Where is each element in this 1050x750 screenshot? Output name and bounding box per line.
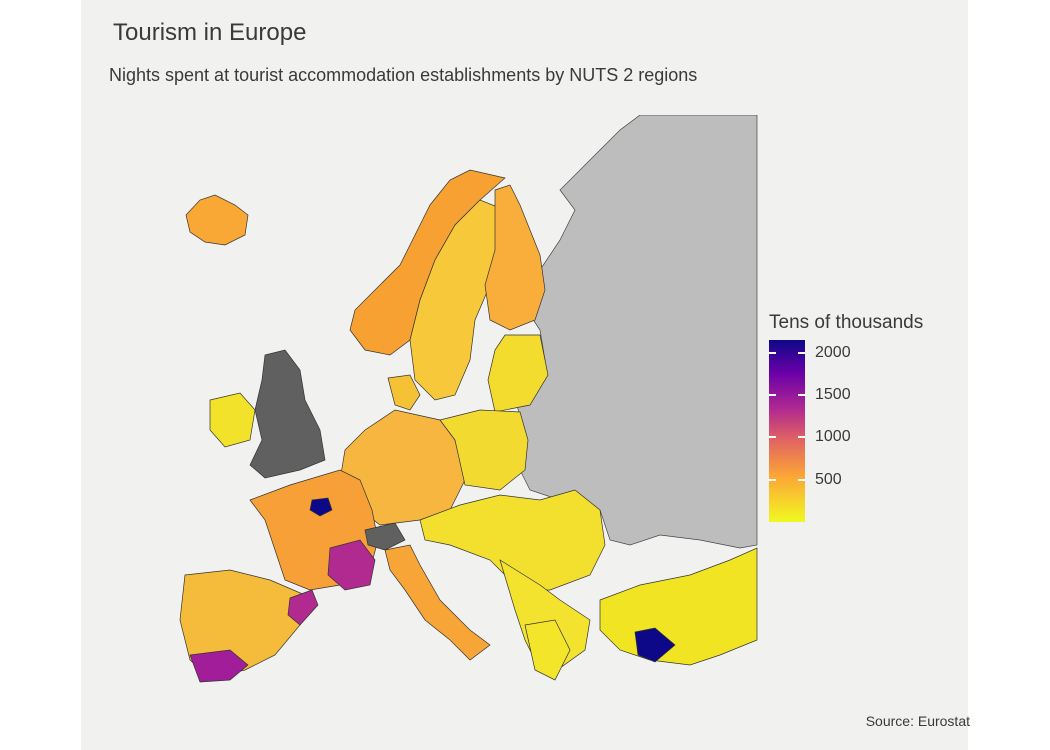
region-turkey [599, 547, 758, 666]
region-andalucia [189, 649, 249, 683]
region-iberia [179, 569, 306, 679]
legend-tick-label: 1500 [815, 386, 851, 404]
choropleth-map [179, 115, 758, 683]
region-switzerland [364, 522, 406, 551]
region-greece [524, 619, 571, 681]
region-denmark [387, 374, 421, 411]
region-balkans [499, 559, 591, 671]
region-finland [484, 184, 546, 331]
region-southeast-france [327, 539, 376, 591]
map-subtitle: Nights spent at tourist accommodation es… [109, 65, 698, 85]
region-antalya [634, 627, 676, 663]
legend-title: Tens of thousands [769, 312, 924, 333]
outside-area [514, 115, 758, 549]
legend-tick-label: 1000 [815, 428, 851, 446]
region-poland [439, 409, 529, 491]
region-eastern-europe [419, 489, 606, 591]
region-baltics [487, 334, 549, 413]
legend-tick-label: 2000 [815, 343, 851, 361]
map-title: Tourism in Europe [113, 19, 307, 46]
legend-colorbar [769, 340, 805, 522]
legend-tick-label: 500 [815, 470, 842, 488]
region-uk [249, 349, 326, 479]
region-ireland [209, 392, 256, 448]
region-italy [384, 544, 491, 661]
source-caption: Source: Eurostat [865, 713, 970, 729]
region-ile-de-france [309, 497, 333, 517]
region-iceland [185, 194, 249, 246]
region-cataluna [287, 589, 319, 626]
